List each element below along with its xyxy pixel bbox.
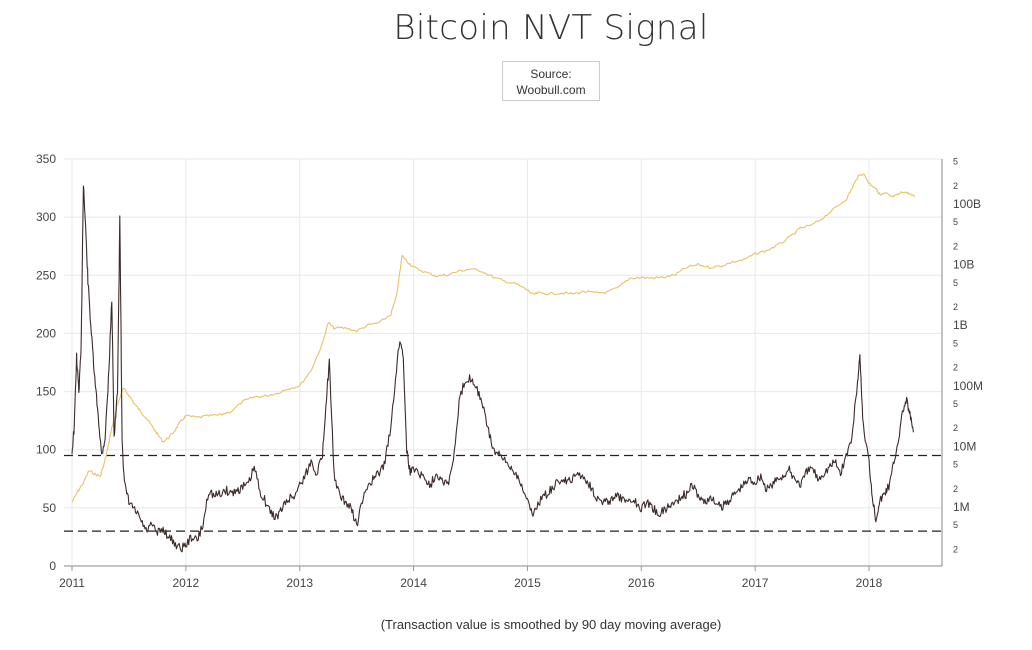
left-tick-label: 100 (36, 443, 56, 457)
grid-layer (64, 158, 942, 566)
right-minor-tick-label: 5 (953, 460, 958, 470)
right-tick-label: 1B (953, 318, 968, 332)
price-series (71, 173, 915, 503)
right-minor-tick-label: 2 (953, 484, 958, 494)
nvt-series (71, 182, 914, 553)
right-tick-label: 10B (953, 258, 974, 272)
x-tick-label: 2012 (173, 576, 200, 590)
x-axis-ticks: 2011 2012 2013 2014 2015 2016 2017 2018 (59, 566, 883, 590)
left-axis-ticks: 0 50 100 150 200 250 300 350 (36, 152, 56, 573)
x-tick-label: 2018 (856, 576, 883, 590)
right-minor-tick-label: 5 (953, 338, 958, 348)
x-tick-label: 2014 (400, 576, 427, 590)
right-minor-tick-label: 2 (953, 241, 958, 251)
right-axis-ticks: 1M 10M 100M 1B 10B 100B 2 5 2 5 2 5 2 5 2 5 2 5 2 5 (953, 157, 983, 555)
left-tick-label: 150 (36, 385, 56, 399)
right-minor-tick-label: 5 (953, 217, 958, 227)
right-minor-tick-label: 2 (953, 544, 958, 554)
price-line (71, 173, 915, 503)
right-minor-tick-label: 5 (953, 157, 958, 167)
footnote: (Transaction value is smoothed by 90 day… (380, 617, 722, 632)
right-minor-tick-label: 2 (953, 423, 958, 433)
x-tick-label: 2013 (286, 576, 313, 590)
right-minor-tick-label: 5 (953, 399, 958, 409)
left-tick-label: 250 (36, 268, 56, 282)
reference-lines (64, 454, 942, 532)
left-tick-label: 350 (36, 152, 56, 166)
right-minor-tick-label: 5 (953, 520, 958, 530)
right-tick-label: 100M (953, 379, 983, 393)
source-box: Source: Woobull.com (502, 61, 600, 101)
right-minor-tick-label: 2 (953, 181, 958, 191)
right-tick-label: 1M (953, 500, 970, 514)
right-minor-tick-label: 5 (953, 278, 958, 288)
x-tick-label: 2011 (59, 576, 85, 590)
right-tick-label: 100B (953, 197, 981, 211)
right-tick-label: 10M (953, 439, 976, 453)
x-tick-label: 2017 (742, 576, 769, 590)
x-tick-label: 2015 (514, 576, 541, 590)
left-tick-label: 200 (36, 326, 56, 340)
nvt-line (71, 185, 914, 553)
source-label: Source: (530, 67, 572, 81)
left-tick-label: 0 (49, 559, 56, 573)
source-site: Woobull.com (516, 83, 586, 97)
left-tick-label: 50 (43, 501, 57, 515)
chart-title: Bitcoin NVT Signal (393, 8, 709, 48)
right-minor-tick-label: 2 (953, 302, 958, 312)
x-tick-label: 2016 (628, 576, 655, 590)
axes (64, 159, 943, 567)
right-minor-tick-label: 2 (953, 363, 958, 373)
left-tick-label: 300 (36, 210, 56, 224)
